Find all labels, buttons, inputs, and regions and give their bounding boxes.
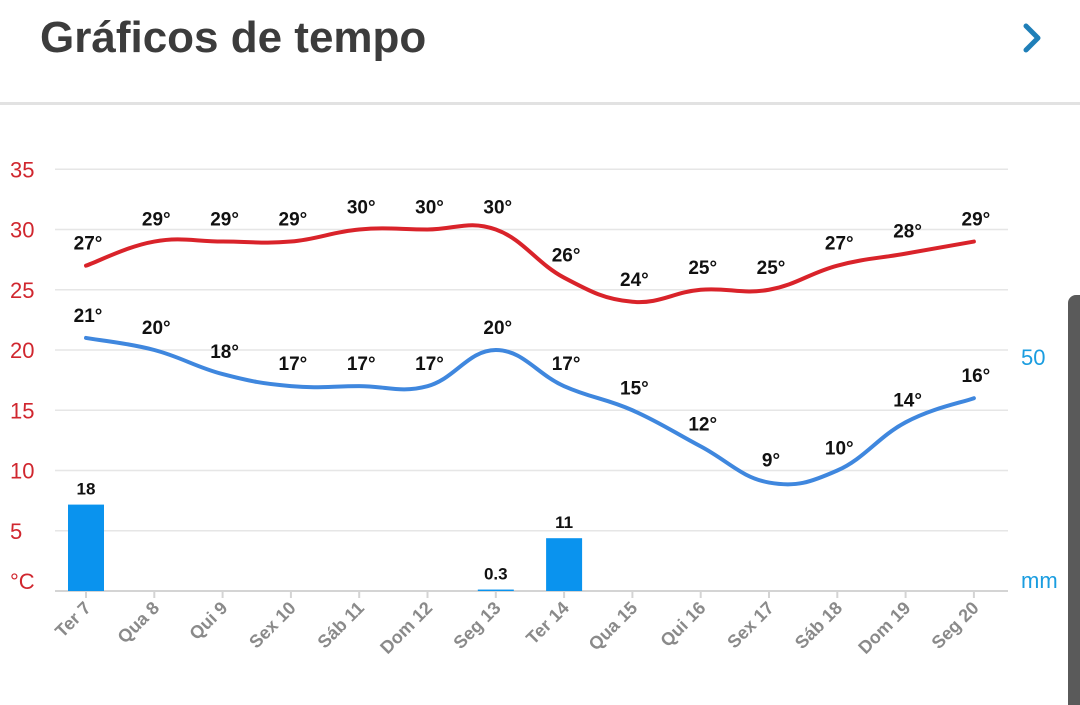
y-axis-unit: °C bbox=[10, 569, 35, 594]
header: Gráficos de tempo bbox=[0, 0, 1080, 102]
max-temperature-line bbox=[84, 223, 976, 305]
x-tick-label: Seg 13 bbox=[449, 598, 504, 653]
x-tick-label: Sex 10 bbox=[245, 598, 299, 652]
data-label: 21° bbox=[74, 306, 103, 327]
data-label: 10° bbox=[825, 439, 854, 460]
y2-axis-unit: mm bbox=[1021, 568, 1058, 593]
x-tick-label: Qua 15 bbox=[585, 598, 642, 655]
x-tick-label: Qua 8 bbox=[114, 598, 164, 648]
data-label: 12° bbox=[688, 414, 717, 435]
data-label: 29° bbox=[142, 210, 171, 231]
x-tick-label: Dom 19 bbox=[854, 598, 914, 658]
data-label: 17° bbox=[279, 354, 308, 375]
data-label: 14° bbox=[893, 390, 922, 411]
y-tick-label: 30 bbox=[10, 218, 34, 243]
data-label: 17° bbox=[552, 354, 581, 375]
x-tick-label: Qui 9 bbox=[185, 598, 231, 644]
data-label: 20° bbox=[483, 318, 512, 339]
data-label: 17° bbox=[347, 354, 376, 375]
data-label: 25° bbox=[757, 258, 786, 279]
x-tick-label: Sáb 18 bbox=[791, 598, 846, 653]
scroll-handle[interactable] bbox=[1068, 295, 1080, 705]
data-label: 9° bbox=[762, 451, 780, 472]
data-label: 27° bbox=[825, 234, 854, 255]
data-label: 30° bbox=[483, 198, 512, 219]
x-tick-label: Seg 20 bbox=[928, 598, 983, 653]
data-label: 18° bbox=[210, 342, 239, 363]
data-label: 15° bbox=[620, 378, 649, 399]
precipitation-bar bbox=[546, 538, 583, 591]
data-label: 30° bbox=[347, 198, 376, 219]
x-tick-label: Sex 17 bbox=[723, 598, 777, 652]
x-tick-label: Qui 16 bbox=[656, 598, 709, 651]
data-label: 24° bbox=[620, 270, 649, 291]
precipitation-label: 18 bbox=[77, 480, 96, 499]
precipitation-bar bbox=[68, 504, 104, 591]
precipitation-label: 0.3 bbox=[484, 565, 508, 584]
y-tick-label: 5 bbox=[10, 519, 22, 544]
data-label: 29° bbox=[210, 210, 239, 231]
x-tick-label: Dom 12 bbox=[376, 598, 436, 658]
data-label: 29° bbox=[279, 210, 308, 231]
data-label: 25° bbox=[688, 258, 717, 279]
min-temperature-line bbox=[84, 335, 976, 487]
precipitation-bar bbox=[477, 589, 514, 591]
data-label: 27° bbox=[74, 234, 103, 255]
y-tick-label: 20 bbox=[10, 338, 34, 363]
data-label: 30° bbox=[415, 198, 444, 219]
x-tick-label: Ter 7 bbox=[51, 598, 95, 642]
x-tick-label: Ter 14 bbox=[522, 598, 573, 649]
y-tick-label: 15 bbox=[10, 398, 34, 423]
x-tick-label: Sáb 11 bbox=[314, 598, 368, 652]
data-label: 26° bbox=[552, 246, 581, 267]
chevron-right-icon[interactable] bbox=[1010, 16, 1054, 60]
precipitation-label: 11 bbox=[555, 513, 573, 532]
data-label: 28° bbox=[893, 222, 922, 243]
header-divider bbox=[0, 102, 1080, 105]
data-label: 29° bbox=[962, 210, 991, 231]
y-tick-label: 10 bbox=[10, 459, 34, 484]
data-label: 17° bbox=[415, 354, 444, 375]
page-title: Gráficos de tempo bbox=[40, 13, 427, 62]
y-tick-label: 35 bbox=[10, 157, 34, 182]
weather-chart: 35 30 25 20 15 10 5 °C 50 mm Ter 7 Qua 8 Qui 9 Sex 10… bbox=[10, 157, 1058, 658]
data-label: 16° bbox=[962, 366, 991, 387]
data-label: 20° bbox=[142, 318, 171, 339]
y-tick-label: 25 bbox=[10, 278, 34, 303]
y2-tick-label: 50 bbox=[1021, 345, 1045, 370]
